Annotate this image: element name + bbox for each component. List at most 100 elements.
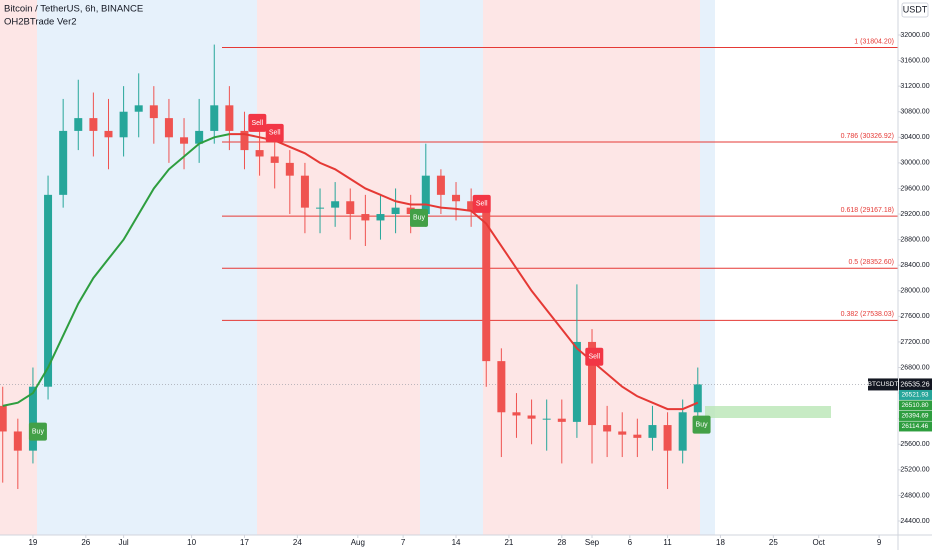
candle-body xyxy=(391,207,400,215)
candle-body xyxy=(557,418,566,422)
x-tick-label: 24 xyxy=(293,538,302,547)
candle-body xyxy=(331,201,340,208)
y-tick-label: 26800.00 xyxy=(900,364,929,371)
fib-label: 0.382 (27538.03) xyxy=(841,311,894,318)
candle-body xyxy=(693,384,702,413)
y-tick-label: 25200.00 xyxy=(900,467,929,474)
candle-body xyxy=(482,210,491,362)
price-tag: 26521.93 xyxy=(901,392,928,399)
candle-body xyxy=(648,425,657,438)
zone xyxy=(420,0,483,535)
signal-box xyxy=(265,123,284,142)
candle-body xyxy=(270,156,279,163)
y-tick-label: 30000.00 xyxy=(900,160,929,167)
fib-label: 1 (31804.20) xyxy=(854,38,894,45)
candle-body xyxy=(255,150,264,157)
signal-box xyxy=(248,113,267,132)
candle-body xyxy=(467,201,476,211)
y-tick-label: 24400.00 xyxy=(900,518,929,525)
signal-label: Buy xyxy=(32,429,45,436)
candle-body xyxy=(134,105,143,112)
x-tick-label: 6 xyxy=(628,538,633,547)
candle-body xyxy=(452,194,461,202)
price-axis xyxy=(898,0,932,550)
moving-average xyxy=(229,133,699,411)
last-symbol-box xyxy=(868,378,898,391)
x-tick-label: Aug xyxy=(351,538,365,547)
signal-box xyxy=(585,347,604,366)
candle-body xyxy=(89,118,98,131)
candle-body xyxy=(195,130,204,144)
candle-body xyxy=(74,118,83,131)
y-tick-label: 28800.00 xyxy=(900,236,929,243)
x-tick-label: 19 xyxy=(28,538,37,547)
candle-body xyxy=(618,431,627,435)
candle-body xyxy=(119,111,128,138)
candle-body xyxy=(512,412,521,416)
signal-box xyxy=(28,422,47,441)
x-tick-label: 10 xyxy=(187,538,196,547)
target-zone xyxy=(705,406,831,418)
signal-box xyxy=(472,194,491,213)
candle-body xyxy=(361,214,370,221)
y-tick-label: 32000.00 xyxy=(900,32,929,39)
signal-label: Buy xyxy=(413,215,426,222)
price-tag-box xyxy=(899,410,932,421)
currency[interactable]: USDT xyxy=(903,4,928,14)
candle-body xyxy=(300,175,309,208)
candle-body xyxy=(663,425,672,451)
price-tag: 26114.46 xyxy=(902,423,929,430)
candle-body xyxy=(376,214,385,221)
candle-body xyxy=(225,105,234,131)
price-tag: 26510.80 xyxy=(901,402,928,409)
candle-body xyxy=(59,130,68,195)
x-tick-label: 28 xyxy=(557,538,566,547)
candle-body xyxy=(633,434,642,438)
candle-body xyxy=(346,201,355,215)
signal-label: Sell xyxy=(251,120,263,127)
x-tick-label: 7 xyxy=(401,538,406,547)
y-tick-label: 28400.00 xyxy=(900,262,929,269)
x-tick-label: Sep xyxy=(585,538,600,547)
indicator-name: OH2BTrade Ver2 xyxy=(4,17,77,28)
candle-body xyxy=(497,361,506,413)
x-tick-label: 21 xyxy=(504,538,513,547)
candle-body xyxy=(28,386,37,451)
candle-body xyxy=(527,415,536,419)
last-price: 26535.26 xyxy=(900,381,929,388)
last-symbol: BTCUSDT xyxy=(868,381,899,388)
signal-label: Sell xyxy=(476,201,488,208)
symbol-title: Bitcoin / TetherUS, 6h, BINANCE xyxy=(4,4,143,15)
candle-body xyxy=(542,418,551,420)
signal-label: Sell xyxy=(269,130,281,137)
y-tick-label: 30400.00 xyxy=(900,134,929,141)
candle-body xyxy=(149,105,158,119)
y-tick-label: 28000.00 xyxy=(900,288,929,295)
fib-label: 0.786 (30326.92) xyxy=(841,133,894,140)
candle-body xyxy=(436,175,445,195)
candle-body xyxy=(285,162,294,176)
candle-body xyxy=(13,431,22,451)
y-tick-label: 31600.00 xyxy=(900,57,929,64)
x-tick-label: 17 xyxy=(240,538,249,547)
price-tag: 26394.69 xyxy=(901,413,928,420)
zone xyxy=(37,0,257,535)
candle-body xyxy=(0,405,7,432)
last-price-box xyxy=(899,378,932,391)
x-tick-label: 18 xyxy=(716,538,725,547)
y-tick-label: 30800.00 xyxy=(900,109,929,116)
moving-average xyxy=(2,133,230,407)
zone xyxy=(257,0,420,535)
fib-label: 0.5 (28352.60) xyxy=(848,259,894,266)
x-tick-label: Jul xyxy=(118,538,128,547)
candle-body xyxy=(603,425,612,432)
time-axis xyxy=(0,535,898,550)
signal-box xyxy=(692,415,711,434)
x-tick-label: 9 xyxy=(877,538,882,547)
candle-body xyxy=(316,207,325,209)
candle-body xyxy=(572,341,581,422)
currency-box[interactable] xyxy=(901,2,929,18)
zone xyxy=(700,0,715,535)
signal-label: Sell xyxy=(588,354,600,361)
